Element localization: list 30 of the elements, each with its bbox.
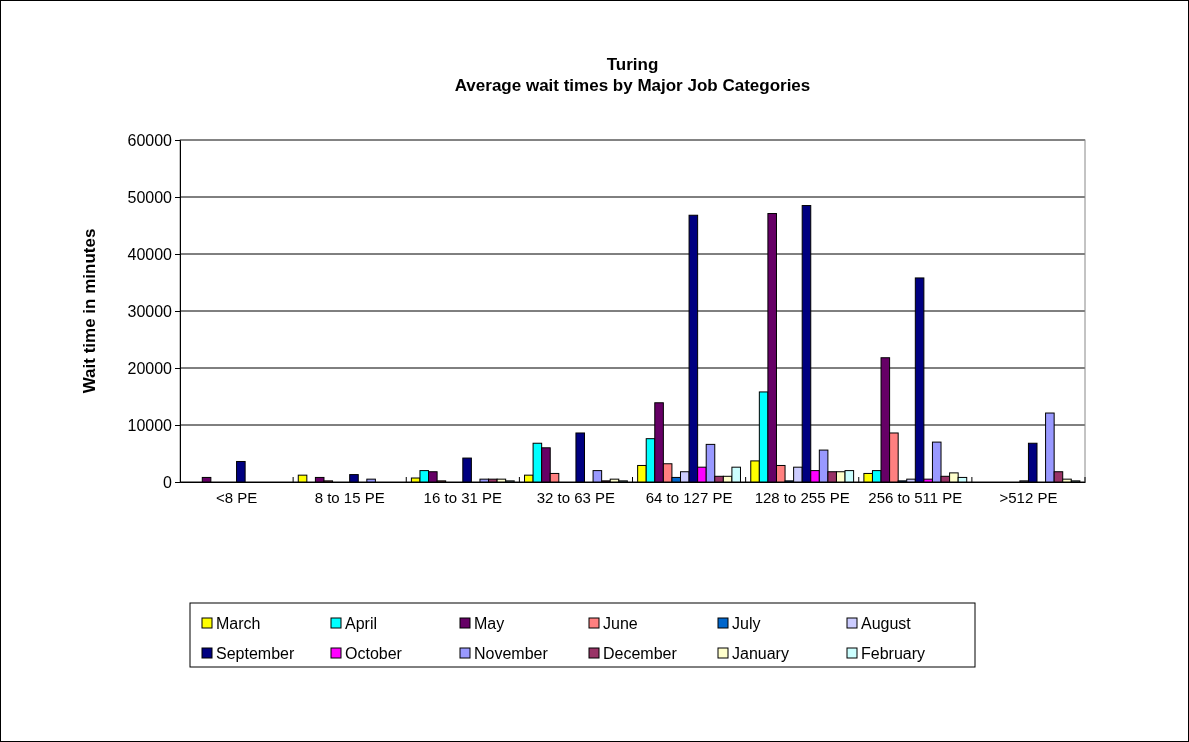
legend-label: July xyxy=(732,615,761,632)
x-tick-label: <8 PE xyxy=(215,489,258,506)
chart-title: Turing xyxy=(606,55,659,74)
legend-label: August xyxy=(861,615,912,632)
x-tick-label: 64 to 127 PE xyxy=(645,489,733,506)
legend-label: February xyxy=(861,645,926,662)
legend-label: January xyxy=(732,645,789,662)
legend-label: December xyxy=(603,645,678,662)
legend-label: November xyxy=(474,645,549,662)
x-tick-label: >512 PE xyxy=(999,489,1058,506)
x-tick-label: 8 to 15 PE xyxy=(314,489,385,506)
x-tick-label: 16 to 31 PE xyxy=(423,489,503,506)
x-tick-label: 32 to 63 PE xyxy=(536,489,616,506)
legend-label: September xyxy=(216,645,295,662)
legend-label: October xyxy=(345,645,403,662)
chart-subtitle: Average wait times by Major Job Categories xyxy=(454,76,811,95)
legend-label: May xyxy=(474,615,505,632)
x-tick-label: 128 to 255 PE xyxy=(754,489,850,506)
y-tick-label: 60000 xyxy=(127,131,173,149)
legend-label: June xyxy=(603,615,638,632)
x-tick-label: 256 to 511 PE xyxy=(868,489,963,506)
y-tick-label: 40000 xyxy=(127,245,173,263)
y-tick-label: 20000 xyxy=(127,359,173,377)
y-tick-label: 30000 xyxy=(127,302,173,320)
y-tick-label: 0 xyxy=(163,473,173,491)
y-tick-label: 10000 xyxy=(127,416,173,434)
legend-label: March xyxy=(216,615,261,632)
y-tick-label: 50000 xyxy=(127,188,173,206)
y-axis-title: Wait time in minutes xyxy=(80,228,99,394)
legend-label: April xyxy=(345,615,378,632)
